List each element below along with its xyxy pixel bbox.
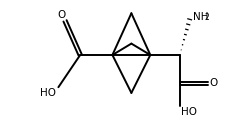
Text: O: O — [58, 10, 66, 20]
Text: O: O — [209, 78, 217, 88]
Text: HO: HO — [41, 88, 56, 98]
Text: NH: NH — [193, 12, 209, 22]
Text: HO: HO — [181, 107, 197, 117]
Text: 2: 2 — [204, 13, 209, 22]
